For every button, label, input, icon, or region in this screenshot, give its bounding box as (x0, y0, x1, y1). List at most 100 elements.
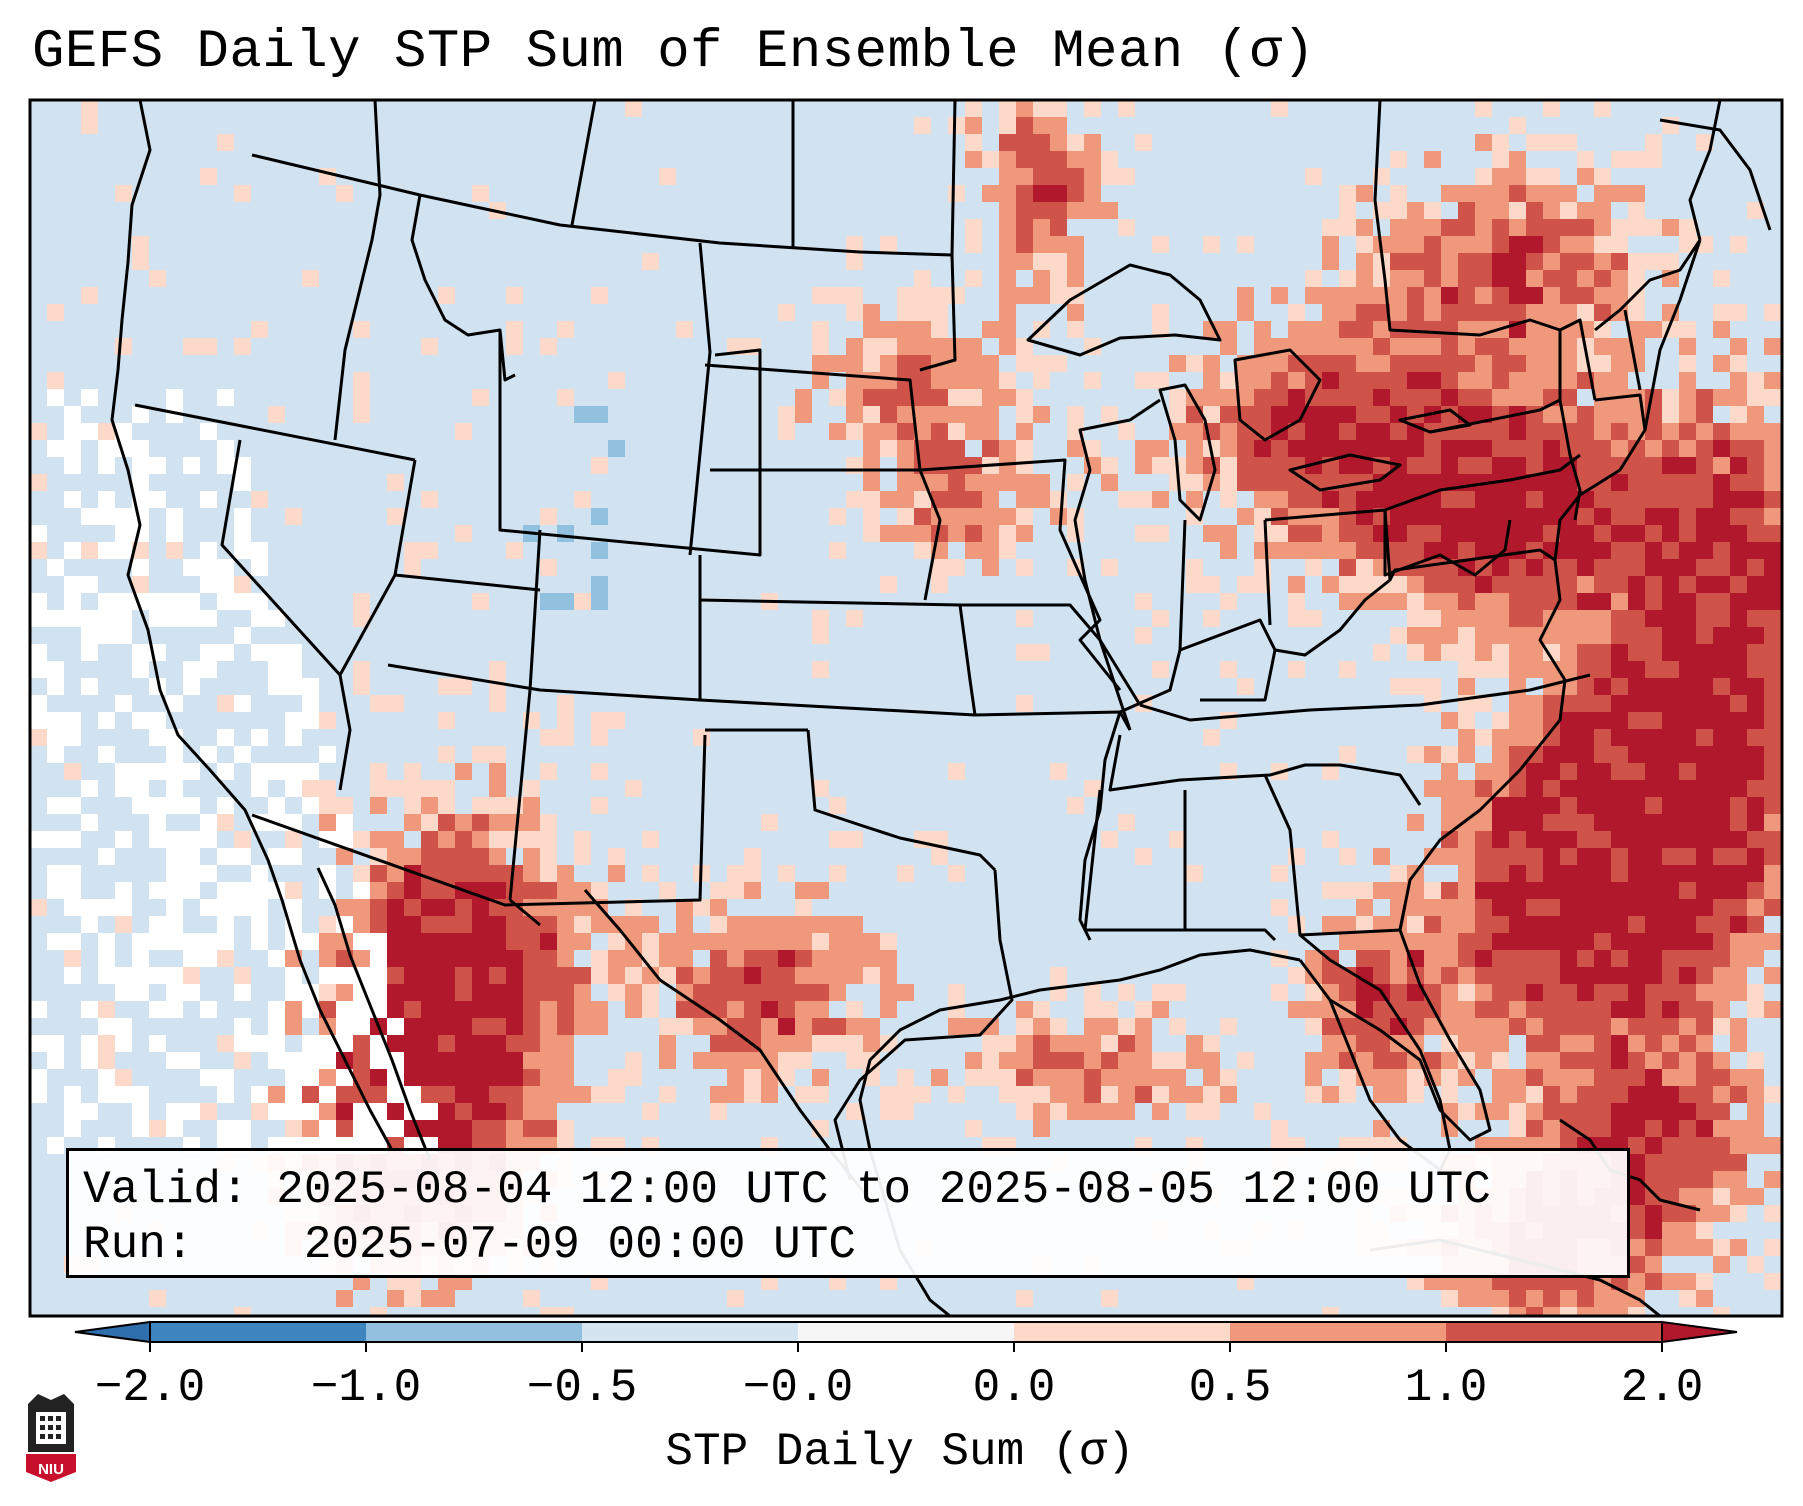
stp-cell (608, 848, 625, 865)
stp-cell (1713, 933, 1730, 950)
stp-cell (1033, 1120, 1050, 1137)
stp-cell (98, 1001, 115, 1018)
stp-cell (914, 423, 931, 440)
stp-cell (1747, 559, 1764, 576)
stp-cell (1628, 1273, 1645, 1290)
stp-cell (999, 236, 1016, 253)
stp-cell (1662, 1086, 1679, 1103)
stp-cell (1577, 814, 1594, 831)
stp-cell (1203, 525, 1220, 542)
stp-cell (948, 865, 965, 882)
stp-cell (166, 780, 183, 797)
stp-cell (1101, 1290, 1118, 1307)
stp-cell (387, 1290, 404, 1307)
stp-cell (1611, 1103, 1628, 1120)
stp-cell (217, 814, 234, 831)
stp-cell (1696, 508, 1713, 525)
stp-cell (64, 576, 81, 593)
stp-cell (1645, 865, 1662, 882)
stp-cell (183, 950, 200, 967)
stp-cell (1356, 882, 1373, 899)
stp-cell (1492, 712, 1509, 729)
stp-cell (1543, 1001, 1560, 1018)
stp-cell (115, 338, 132, 355)
stp-cell (1526, 1018, 1543, 1035)
stp-cell (1679, 1103, 1696, 1120)
stp-cell (1441, 882, 1458, 899)
stp-cell (1424, 389, 1441, 406)
stp-cell (1050, 1035, 1067, 1052)
stp-cell (1713, 899, 1730, 916)
stp-cell (1424, 644, 1441, 661)
stp-cell (1016, 440, 1033, 457)
stp-cell (727, 882, 744, 899)
stp-cell (1407, 236, 1424, 253)
stp-cell (1475, 440, 1492, 457)
stp-cell (1560, 1307, 1577, 1316)
stp-cell (1594, 270, 1611, 287)
stp-cell (1645, 661, 1662, 678)
stp-cell (1696, 899, 1713, 916)
stp-cell (1611, 865, 1628, 882)
stp-cell (1050, 236, 1067, 253)
stp-cell (132, 763, 149, 780)
stp-cell (200, 661, 217, 678)
stp-cell (1203, 389, 1220, 406)
stp-cell (1526, 882, 1543, 899)
colorbar-segment (798, 1322, 1014, 1342)
stp-cell (1135, 848, 1152, 865)
stp-cell (1407, 270, 1424, 287)
stp-cell (166, 848, 183, 865)
stp-cell (421, 797, 438, 814)
stp-cell (1390, 967, 1407, 984)
stp-cell (166, 593, 183, 610)
stp-cell (1781, 678, 1782, 695)
stp-cell (1016, 491, 1033, 508)
stp-cell (1781, 746, 1782, 763)
stp-cell (1730, 814, 1747, 831)
stp-cell (1101, 406, 1118, 423)
stp-cell (1713, 661, 1730, 678)
stp-cell (506, 865, 523, 882)
stp-cell (999, 1086, 1016, 1103)
stp-cell (1679, 882, 1696, 899)
stp-cell (234, 1307, 251, 1316)
stp-cell (1611, 423, 1628, 440)
stp-cell (1084, 440, 1101, 457)
stp-cell (1390, 950, 1407, 967)
stp-cell (1594, 457, 1611, 474)
stp-cell (914, 508, 931, 525)
stp-cell (608, 967, 625, 984)
stp-cell (1339, 321, 1356, 338)
stp-cell (506, 967, 523, 984)
stp-cell (64, 406, 81, 423)
stp-cell (1339, 355, 1356, 372)
stp-cell (1747, 423, 1764, 440)
stp-cell (1577, 610, 1594, 627)
stp-cell (846, 933, 863, 950)
stp-cell (1118, 1103, 1135, 1120)
stp-cell (81, 916, 98, 933)
stp-cell (1509, 644, 1526, 661)
stp-cell (1373, 338, 1390, 355)
stp-cell (1696, 848, 1713, 865)
stp-cell (1628, 270, 1645, 287)
stp-cell (1645, 440, 1662, 457)
stp-cell (455, 831, 472, 848)
stp-cell (251, 559, 268, 576)
stp-cell (1509, 338, 1526, 355)
stp-cell (1339, 1086, 1356, 1103)
stp-cell (1033, 491, 1050, 508)
stp-cell (1339, 508, 1356, 525)
stp-cell (846, 236, 863, 253)
stp-cell (1628, 882, 1645, 899)
stp-cell (1237, 1052, 1254, 1069)
stp-cell (1679, 559, 1696, 576)
stp-cell (1288, 372, 1305, 389)
stp-cell (1424, 202, 1441, 219)
stp-cell (217, 593, 234, 610)
stp-cell (1713, 389, 1730, 406)
stp-cell (1441, 1290, 1458, 1307)
stp-heatmap (30, 100, 1782, 1316)
stp-cell (1543, 576, 1560, 593)
